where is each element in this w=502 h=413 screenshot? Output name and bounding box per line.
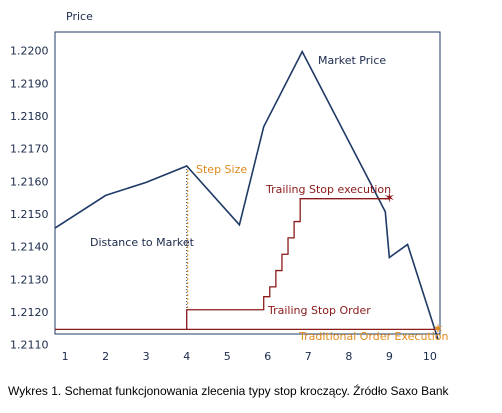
series-label: Trailing Stop Order [267,304,371,317]
y-tick-label: 1.2160 [10,175,49,188]
annotation: Distance to Market [90,236,195,249]
y-tick-label: 1.2190 [10,77,49,90]
caption: Wykres 1. Schemat funkcjonowania zleceni… [8,383,450,398]
x-tick-label: 4 [183,350,190,363]
order-execution-marker: ✶ [432,321,444,337]
series-line [186,198,390,330]
y-tick-label: 1.2110 [10,339,49,352]
series-line [54,49,439,340]
y-tick-label: 1.2130 [10,273,49,286]
y-tick-label: 1.2150 [10,208,49,221]
y-axis-label: Price [66,10,93,23]
x-tick-label: 6 [264,350,271,363]
x-tick-label: 3 [143,350,150,363]
annotation: Trailing Stop execution [265,183,391,196]
x-tick-label: 5 [224,350,231,363]
x-tick-label: 10 [423,350,437,363]
x-tick-label: 7 [305,350,312,363]
series-label: Traditional Order Execution [298,330,449,343]
y-tick-label: 1.2200 [10,45,49,58]
series-label: Market Price [318,54,386,67]
x-tick-label: 9 [386,350,393,363]
stop-execution-marker: ✶ [383,191,395,207]
plot-frame [54,31,441,335]
y-tick-label: 1.2120 [10,306,49,319]
x-tick-label: 1 [62,350,69,363]
y-tick-label: 1.2140 [10,241,49,254]
y-tick-label: 1.2180 [10,110,49,123]
y-tick-label: 1.2170 [10,143,49,156]
x-tick-label: 8 [345,350,352,363]
annotation: Step Size [196,163,247,176]
x-tick-label: 2 [102,350,109,363]
